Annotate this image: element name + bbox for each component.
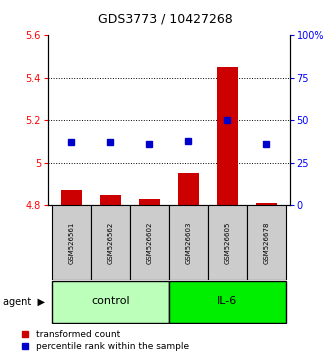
Bar	[216, 67, 238, 205]
FancyBboxPatch shape	[91, 205, 130, 280]
FancyBboxPatch shape	[52, 205, 91, 280]
Bar	[100, 195, 121, 205]
Text: IL-6: IL-6	[217, 296, 237, 306]
Text: control: control	[91, 296, 130, 306]
Text: agent  ▶: agent ▶	[3, 297, 45, 307]
FancyBboxPatch shape	[247, 205, 286, 280]
Text: GSM526562: GSM526562	[107, 221, 113, 264]
FancyBboxPatch shape	[169, 280, 286, 323]
FancyBboxPatch shape	[208, 205, 247, 280]
Text: GSM526602: GSM526602	[146, 221, 152, 264]
Text: GSM526605: GSM526605	[224, 221, 230, 264]
Legend: transformed count, percentile rank within the sample: transformed count, percentile rank withi…	[21, 330, 189, 351]
FancyBboxPatch shape	[169, 205, 208, 280]
Bar	[177, 173, 199, 205]
Text: GSM526678: GSM526678	[263, 221, 269, 264]
Bar	[139, 199, 160, 205]
Text: GDS3773 / 10427268: GDS3773 / 10427268	[98, 12, 233, 25]
Bar	[61, 190, 82, 205]
Text: GSM526603: GSM526603	[185, 221, 191, 264]
Bar	[256, 203, 277, 205]
FancyBboxPatch shape	[52, 280, 169, 323]
FancyBboxPatch shape	[130, 205, 169, 280]
Text: GSM526561: GSM526561	[69, 221, 74, 264]
